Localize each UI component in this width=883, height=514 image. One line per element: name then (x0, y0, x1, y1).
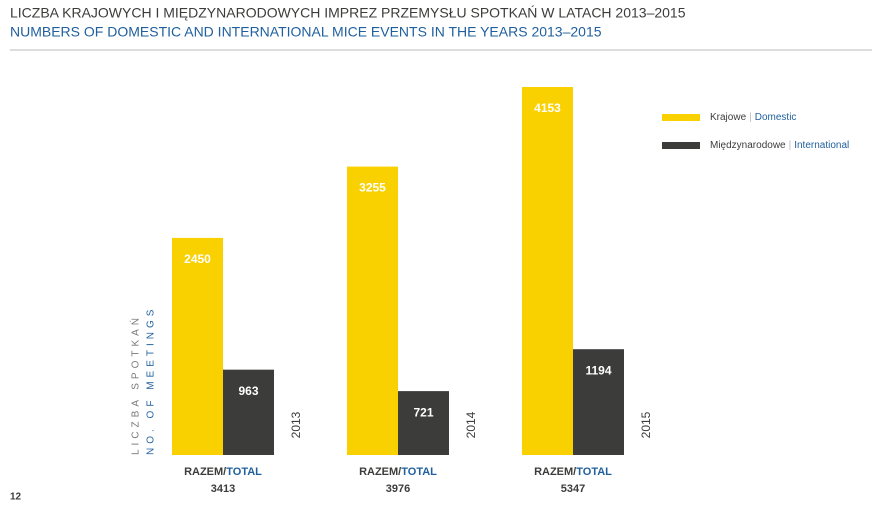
bar (223, 369, 274, 455)
total-caption: RAZEM/TOTAL (359, 466, 437, 478)
bar (522, 87, 573, 455)
total-caption-pl: RAZEM/ (184, 466, 226, 478)
total-caption-en: TOTAL (576, 466, 612, 478)
category-label: 2015 (639, 411, 653, 438)
bar (347, 166, 398, 455)
bar (172, 237, 223, 455)
value-label: 963 (238, 384, 258, 398)
value-label: 4153 (534, 101, 561, 115)
legend-name: Krajowe (710, 112, 747, 123)
legend-name: Międzynarodowe (710, 140, 786, 151)
total-caption: RAZEM/TOTAL (534, 466, 612, 478)
total-caption: RAZEM/TOTAL (184, 466, 262, 478)
total-value: 5347 (561, 483, 585, 495)
value-label: 3255 (359, 181, 386, 195)
value-label: 721 (413, 405, 433, 419)
bar (573, 349, 624, 455)
page-number: 12 (10, 492, 22, 503)
total-caption-pl: RAZEM/ (359, 466, 401, 478)
total-caption-en: TOTAL (226, 466, 262, 478)
total-caption-pl: RAZEM/ (534, 466, 576, 478)
total-caption-en: TOTAL (401, 466, 437, 478)
legend-separator: | (789, 140, 792, 151)
bar (398, 391, 449, 455)
total-value: 3976 (386, 483, 410, 495)
category-label: 2013 (289, 411, 303, 438)
legend-name-en: Domestic (755, 112, 797, 123)
legend-name-en: International (794, 140, 849, 151)
legend-label: Międzynarodowe | International (710, 140, 849, 151)
total-value: 3413 (211, 483, 235, 495)
legend-separator: | (749, 112, 752, 123)
value-label: 1194 (585, 363, 611, 377)
legend-label: Krajowe | Domestic (710, 112, 796, 123)
value-label: 2450 (184, 252, 211, 266)
category-label: 2014 (464, 411, 478, 438)
title: LICZBA KRAJOWYCH I MIĘDZYNARODOWYCH IMPR… (10, 5, 686, 21)
subtitle: NUMBERS OF DOMESTIC AND INTERNATIONAL MI… (10, 24, 602, 40)
legend-swatch (662, 142, 700, 149)
y-label-pl: LICZBA SPOTKAŃ (129, 314, 142, 455)
legend-swatch (662, 114, 700, 121)
y-label-en: NO. OF MEETINGS (146, 306, 157, 455)
